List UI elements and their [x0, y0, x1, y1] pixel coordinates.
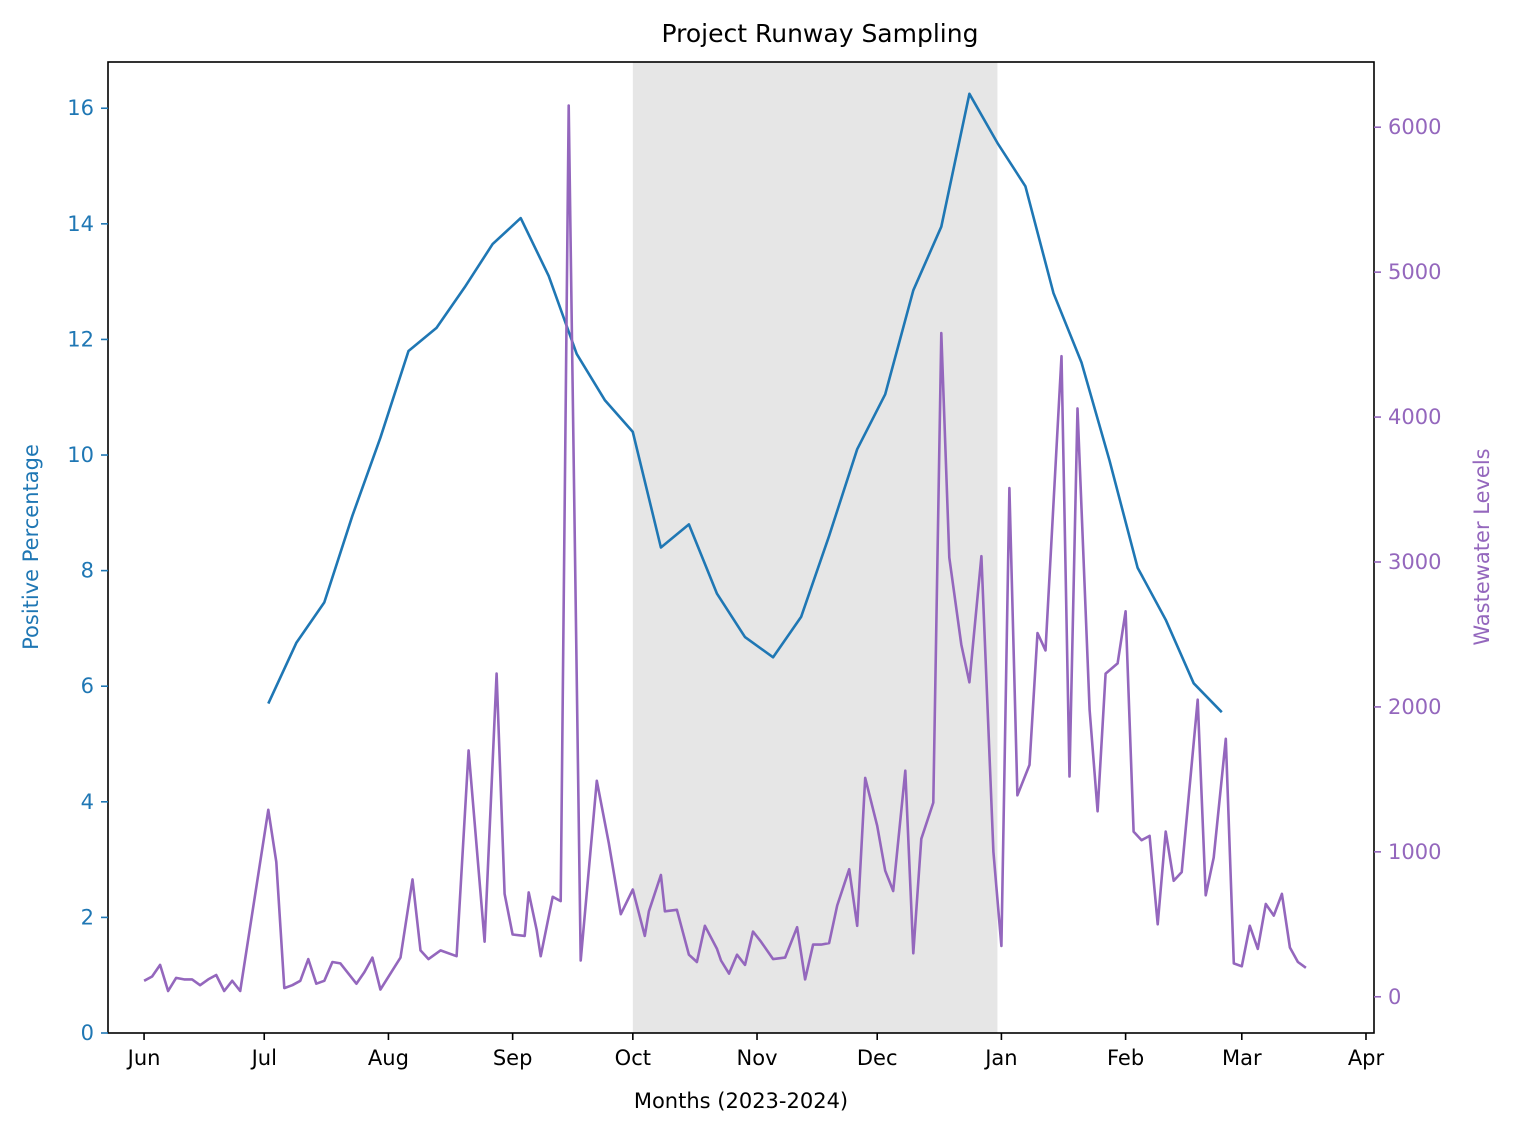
- y-right-tick-label: 5000: [1388, 260, 1441, 284]
- y-left-tick-label: 6: [81, 674, 94, 698]
- shaded-span: [632, 62, 998, 1033]
- y-left-tick-label: 2: [81, 905, 94, 929]
- y-axis-left: 0 2 4 6 8 10 12 14 16: [67, 96, 108, 1045]
- series-line-wastewater-levels: [143, 104, 1307, 993]
- x-tick-label: Apr: [1348, 1046, 1385, 1070]
- y-left-tick-label: 0: [81, 1021, 94, 1045]
- x-axis: Jun Jul Aug Sep Oct Nov Dec Jan Feb Mar Apr: [126, 1033, 1385, 1070]
- series-layer: [143, 92, 1307, 993]
- y-right-tick-label: 2000: [1388, 695, 1441, 719]
- y-right-tick-label: 4000: [1388, 405, 1441, 429]
- y-right-tick-label: 1000: [1388, 840, 1441, 864]
- x-axis-label: Months (2023-2024): [634, 1089, 848, 1113]
- x-tick-label: Oct: [615, 1046, 651, 1070]
- y-axis-left-label: Positive Percentage: [19, 444, 43, 650]
- y-left-tick-label: 8: [81, 559, 94, 583]
- x-tick-label: Jan: [983, 1046, 1017, 1070]
- x-tick-label: Jul: [250, 1046, 277, 1070]
- y-axis-right-label: Wastewater Levels: [1470, 448, 1494, 645]
- y-left-tick-label: 4: [81, 790, 94, 814]
- y-right-tick-label: 0: [1388, 985, 1401, 1009]
- y-axis-right: 0 1000 2000 3000 4000 5000 6000: [1374, 115, 1441, 1009]
- shaded-region-layer: [632, 62, 998, 1033]
- y-right-tick-label: 3000: [1388, 550, 1441, 574]
- y-left-tick-label: 12: [67, 327, 94, 351]
- y-left-tick-label: 16: [67, 96, 94, 120]
- chart-title: Project Runway Sampling: [662, 19, 979, 48]
- y-left-tick-label: 10: [67, 443, 94, 467]
- plot-frame: [107, 61, 1375, 1034]
- series-line-positive-percentage: [267, 92, 1223, 714]
- x-tick-label: Sep: [493, 1046, 533, 1070]
- x-tick-label: Feb: [1107, 1046, 1144, 1070]
- x-tick-label: Nov: [737, 1046, 778, 1070]
- x-tick-label: Aug: [368, 1046, 409, 1070]
- x-tick-label: Mar: [1222, 1046, 1262, 1070]
- y-right-tick-label: 6000: [1388, 115, 1441, 139]
- x-tick-label: Dec: [857, 1046, 898, 1070]
- y-left-tick-label: 14: [67, 212, 94, 236]
- x-tick-label: Jun: [126, 1046, 161, 1070]
